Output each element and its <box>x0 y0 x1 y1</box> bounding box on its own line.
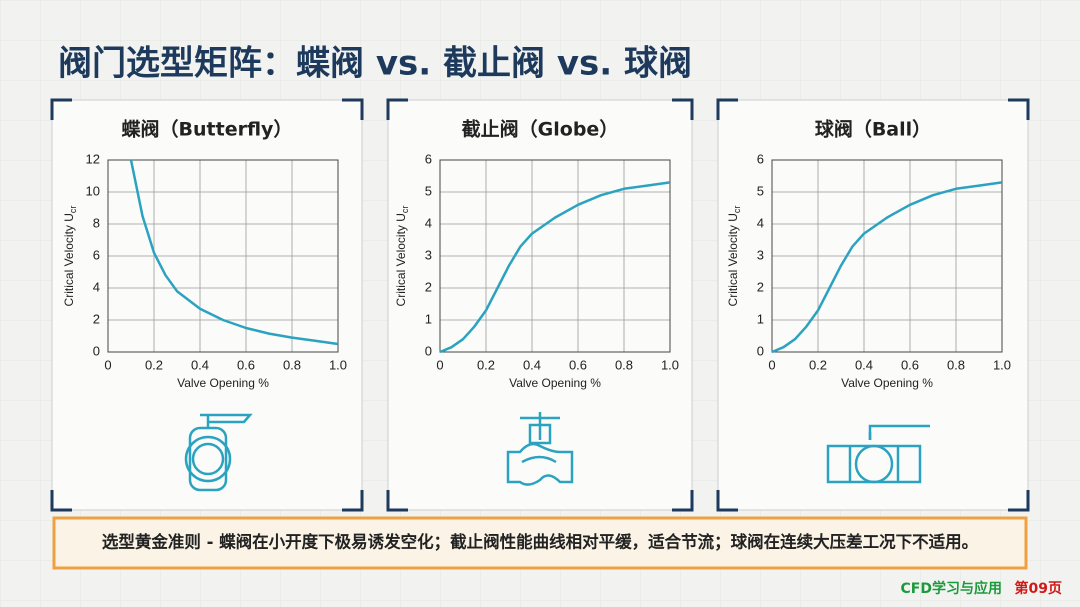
y-tick-label: 1 <box>757 311 764 326</box>
x-tick-label: 0 <box>768 357 775 372</box>
y-axis-label: Critical Velocity Ucr <box>726 206 742 307</box>
x-tick-label: 1.0 <box>329 357 347 372</box>
note-box <box>52 516 1028 570</box>
page-number: 第09页 <box>1015 580 1062 597</box>
panel <box>51 99 363 511</box>
panel <box>717 99 1029 511</box>
plot-frame <box>771 159 1003 353</box>
brand: CFD学习与应用 <box>901 580 1002 597</box>
plot-frame <box>107 159 339 353</box>
x-tick-label: 0 <box>104 357 111 372</box>
butterfly-valve-icon <box>184 413 253 492</box>
y-axis-label: Critical Velocity Ucr <box>62 206 78 307</box>
y-tick-label: 5 <box>425 183 432 198</box>
y-tick-label: 3 <box>757 247 764 262</box>
line-series <box>771 181 1003 354</box>
y-tick-label: 1 <box>425 311 432 326</box>
y-tick-label: 4 <box>757 215 764 230</box>
ball-valve-icon <box>826 424 930 484</box>
chart-title: 蝶阀（Butterfly） <box>122 118 293 141</box>
chart-title: 截止阀（Globe） <box>462 118 619 141</box>
y-axis-label-main: Critical Velocity U <box>62 213 76 306</box>
x-tick-label: 0.8 <box>283 357 301 372</box>
y-tick-label: 4 <box>93 279 100 294</box>
y-axis-label-main: Critical Velocity U <box>726 213 740 306</box>
x-tick-label: 0.4 <box>523 357 541 372</box>
y-tick-label: 6 <box>93 247 100 262</box>
globe-valve-icon <box>506 412 574 486</box>
y-tick-label: 4 <box>425 215 432 230</box>
panel <box>387 99 693 511</box>
x-tick-label: 0.6 <box>569 357 587 372</box>
x-tick-label: 0.4 <box>855 357 873 372</box>
plot-frame <box>439 159 671 353</box>
x-tick-label: 0.6 <box>901 357 919 372</box>
y-tick-label: 5 <box>757 183 764 198</box>
y-axis-label-sub: cr <box>732 206 742 214</box>
panels <box>50 98 1030 512</box>
line-series <box>129 159 339 346</box>
x-tick-label: 0.4 <box>191 357 209 372</box>
y-axis-label-sub: cr <box>400 206 410 214</box>
chart-title: 球阀（Ball） <box>815 118 931 141</box>
y-tick-label: 8 <box>93 215 100 230</box>
slide-title: 阀门选型矩阵：蝶阀 vs. 截止阀 vs. 球阀 <box>58 44 692 84</box>
y-axis-label-sub: cr <box>68 206 78 214</box>
y-tick-label: 2 <box>93 311 100 326</box>
line-series <box>439 181 671 354</box>
x-tick-label: 0.6 <box>237 357 255 372</box>
y-tick-label: 0 <box>93 343 100 358</box>
x-tick-label: 0.2 <box>477 357 495 372</box>
x-axis-label: Valve Opening % <box>509 376 601 390</box>
x-tick-label: 1.0 <box>993 357 1011 372</box>
y-axis-label: Critical Velocity Ucr <box>394 206 410 307</box>
x-axis-label: Valve Opening % <box>177 376 269 390</box>
x-tick-label: 0 <box>436 357 443 372</box>
x-tick-label: 0.8 <box>947 357 965 372</box>
y-tick-label: 12 <box>86 151 100 166</box>
note-text: 选型黄金准则 - 蝶阀在小开度下极易诱发空化；截止阀性能曲线相对平缓，适合节流；… <box>102 532 978 552</box>
x-tick-label: 0.2 <box>809 357 827 372</box>
y-tick-label: 3 <box>425 247 432 262</box>
y-tick-label: 10 <box>86 183 100 198</box>
x-tick-label: 0.8 <box>615 357 633 372</box>
y-tick-label: 2 <box>425 279 432 294</box>
y-tick-label: 6 <box>757 151 764 166</box>
y-tick-label: 0 <box>757 343 764 358</box>
y-tick-label: 0 <box>425 343 432 358</box>
y-tick-label: 6 <box>425 151 432 166</box>
x-axis-label: Valve Opening % <box>841 376 933 390</box>
x-tick-label: 0.2 <box>145 357 163 372</box>
x-tick-label: 1.0 <box>661 357 679 372</box>
y-axis-label-main: Critical Velocity U <box>394 213 408 306</box>
y-tick-label: 2 <box>757 279 764 294</box>
